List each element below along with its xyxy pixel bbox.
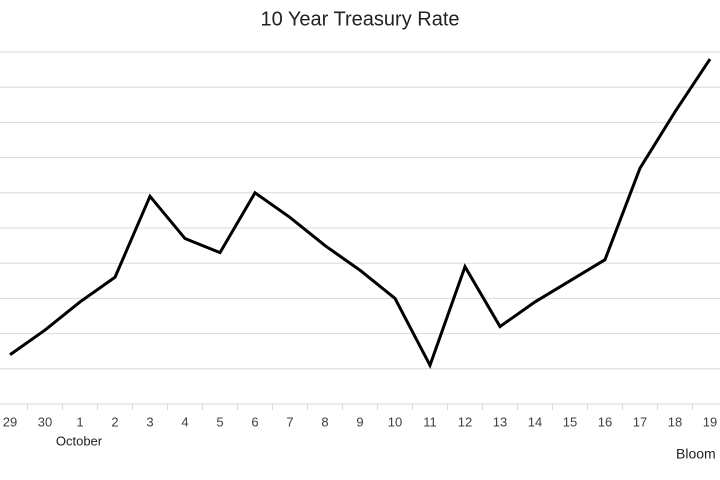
x-tick-label: 3 xyxy=(146,414,153,429)
x-tick-label: 19 xyxy=(703,414,717,429)
data-line xyxy=(9,58,712,370)
x-tick-label: 8 xyxy=(321,414,328,429)
x-tick-label: 17 xyxy=(633,414,647,429)
x-tick-label: 18 xyxy=(668,414,682,429)
x-tick-label: 7 xyxy=(286,414,293,429)
x-tick-label: 14 xyxy=(528,414,542,429)
x-tick-label: 15 xyxy=(563,414,577,429)
x-tick-label: 1 xyxy=(76,414,83,429)
x-tick-label: 29 xyxy=(3,414,17,429)
x-tick-label: 30 xyxy=(38,414,52,429)
x-tick-label: 12 xyxy=(458,414,472,429)
x-tick-label: 10 xyxy=(388,414,402,429)
x-tick-label: 4 xyxy=(181,414,188,429)
month-label: October xyxy=(56,433,103,448)
x-tick-label: 5 xyxy=(216,414,223,429)
source-label: Bloom xyxy=(676,446,716,462)
x-tick-label: 11 xyxy=(423,414,437,429)
x-tick-label: 13 xyxy=(493,414,507,429)
x-tick-label: 2 xyxy=(111,414,118,429)
x-tick-label: 9 xyxy=(356,414,363,429)
x-tick-label: 16 xyxy=(598,414,612,429)
x-tick-label: 6 xyxy=(251,414,258,429)
chart-title: 10 Year Treasury Rate xyxy=(260,8,459,30)
